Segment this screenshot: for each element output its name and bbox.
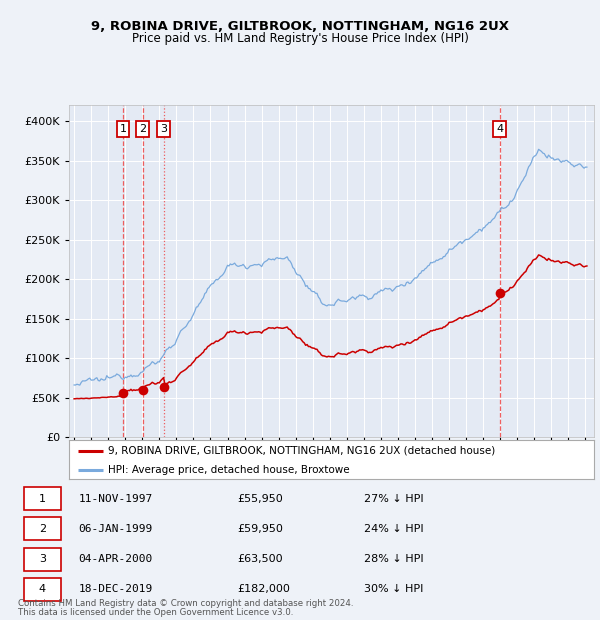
Text: 24% ↓ HPI: 24% ↓ HPI	[364, 524, 423, 534]
Text: 11-NOV-1997: 11-NOV-1997	[79, 494, 153, 503]
Text: Contains HM Land Registry data © Crown copyright and database right 2024.: Contains HM Land Registry data © Crown c…	[18, 600, 353, 608]
Text: 1: 1	[39, 494, 46, 503]
Text: 06-JAN-1999: 06-JAN-1999	[79, 524, 153, 534]
FancyBboxPatch shape	[24, 547, 61, 570]
Text: £55,950: £55,950	[237, 494, 283, 503]
FancyBboxPatch shape	[24, 578, 61, 601]
Text: 04-APR-2000: 04-APR-2000	[79, 554, 153, 564]
Text: HPI: Average price, detached house, Broxtowe: HPI: Average price, detached house, Brox…	[109, 465, 350, 475]
FancyBboxPatch shape	[24, 518, 61, 541]
Text: £59,950: £59,950	[237, 524, 283, 534]
Text: 27% ↓ HPI: 27% ↓ HPI	[364, 494, 423, 503]
Text: 4: 4	[39, 585, 46, 595]
Text: 30% ↓ HPI: 30% ↓ HPI	[364, 585, 423, 595]
Text: £63,500: £63,500	[237, 554, 283, 564]
Text: 4: 4	[496, 124, 503, 134]
Text: 3: 3	[160, 124, 167, 134]
Text: 9, ROBINA DRIVE, GILTBROOK, NOTTINGHAM, NG16 2UX: 9, ROBINA DRIVE, GILTBROOK, NOTTINGHAM, …	[91, 20, 509, 33]
Text: 28% ↓ HPI: 28% ↓ HPI	[364, 554, 423, 564]
Text: 9, ROBINA DRIVE, GILTBROOK, NOTTINGHAM, NG16 2UX (detached house): 9, ROBINA DRIVE, GILTBROOK, NOTTINGHAM, …	[109, 446, 496, 456]
Text: 2: 2	[139, 124, 146, 134]
Text: £182,000: £182,000	[237, 585, 290, 595]
Text: 2: 2	[39, 524, 46, 534]
Text: 1: 1	[119, 124, 127, 134]
Text: This data is licensed under the Open Government Licence v3.0.: This data is licensed under the Open Gov…	[18, 608, 293, 617]
Text: 3: 3	[39, 554, 46, 564]
Text: Price paid vs. HM Land Registry's House Price Index (HPI): Price paid vs. HM Land Registry's House …	[131, 32, 469, 45]
FancyBboxPatch shape	[24, 487, 61, 510]
Text: 18-DEC-2019: 18-DEC-2019	[79, 585, 153, 595]
